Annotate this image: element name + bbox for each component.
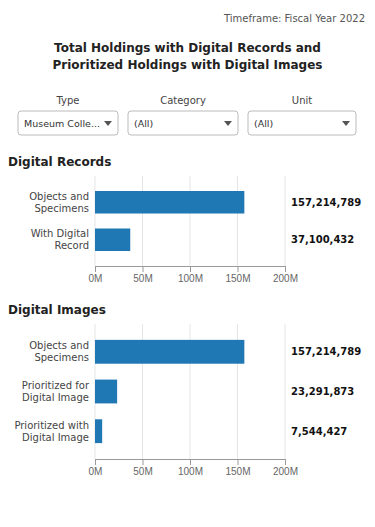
tick: 100M (178, 459, 203, 477)
title-line: Prioritized Holdings with Digital Images (53, 58, 323, 72)
section-title: Digital Records (8, 155, 111, 169)
category-label: Objects andSpecimens (29, 191, 89, 214)
tick-mark (95, 459, 96, 465)
bars (95, 191, 244, 251)
tick: 50M (133, 266, 152, 284)
bar (95, 380, 117, 404)
tick-mark (143, 459, 144, 465)
filter[interactable]: Category (All) (128, 95, 238, 135)
bar (95, 419, 102, 443)
tick-label: 150M (225, 466, 250, 477)
filter-label: Category (160, 95, 206, 106)
x-axis: 0M 50M 100M 150M 200M (89, 459, 298, 477)
dashboard: Timeframe: Fiscal Year 2022 Total Holding… (0, 0, 375, 527)
category-label: Objects andSpecimens (29, 340, 89, 363)
data-label: 157,214,789 (291, 346, 361, 357)
grid (95, 324, 285, 459)
category-label: Prioritized withDigital Image (14, 420, 89, 443)
filter-value: Museum Colle... (24, 118, 100, 129)
tick-label: 0M (89, 466, 103, 477)
x-axis: 0M 50M 100M 150M 200M (89, 266, 298, 284)
bar (95, 340, 244, 364)
tick: 50M (133, 459, 152, 477)
grid-line (285, 176, 286, 266)
tick-label: 0M (89, 273, 103, 284)
tick-mark (190, 459, 191, 465)
grid-line (190, 176, 191, 266)
tick-mark (285, 266, 286, 272)
tick-mark (143, 266, 144, 272)
data-label: 37,100,432 (291, 234, 354, 245)
filter-value: (All) (134, 118, 153, 129)
tick: 0M (89, 266, 103, 284)
grid-line (237, 176, 238, 266)
tick: 150M (225, 459, 250, 477)
tick-mark (238, 459, 239, 465)
title-line: Total Holdings with Digital Records and (54, 41, 321, 55)
filter-box[interactable] (128, 111, 238, 135)
tick-mark (190, 266, 191, 272)
section-title: Digital Images (8, 303, 106, 317)
tick-label: 50M (133, 466, 152, 477)
category-label: Prioritized forDigital Image (22, 380, 90, 403)
filter-box[interactable] (18, 111, 118, 135)
bar (95, 191, 244, 214)
tick: 0M (89, 459, 103, 477)
dropdown-arrow[interactable] (224, 121, 232, 126)
dropdown-arrow[interactable] (104, 121, 112, 126)
dropdown-arrow[interactable] (342, 121, 350, 126)
tick: 150M (225, 266, 250, 284)
filter-label: Type (56, 95, 80, 106)
tick-mark (238, 266, 239, 272)
title: Total Holdings with Digital Records and P… (53, 41, 323, 72)
grid (95, 176, 285, 266)
axis-line (96, 267, 286, 273)
filter-label: Unit (292, 95, 312, 106)
tick-mark (285, 459, 286, 465)
tick: 200M (273, 459, 298, 477)
bar (95, 229, 130, 252)
grid-line (285, 324, 286, 459)
bar-chart: Digital Images 0M 50M 100M 150M 200M Objects a… (8, 303, 361, 477)
category-label: With DigitalRecord (31, 228, 89, 251)
timeframe: Timeframe: Fiscal Year 2022 (223, 13, 365, 24)
data-label: 23,291,873 (291, 386, 354, 397)
tick: 200M (273, 266, 298, 284)
bars (95, 340, 244, 443)
tick: 100M (178, 266, 203, 284)
data-label: 7,544,427 (291, 426, 347, 437)
filter-value: (All) (254, 118, 273, 129)
grid-line (142, 176, 143, 266)
filter-box[interactable] (248, 111, 356, 135)
tick-label: 200M (273, 466, 298, 477)
tick-mark (95, 266, 96, 272)
tick-label: 50M (133, 273, 152, 284)
grid-line (95, 176, 96, 266)
tick-label: 100M (178, 466, 203, 477)
axis-line (96, 460, 286, 466)
filter[interactable]: Type Museum Colle... (18, 95, 118, 135)
filter[interactable]: Unit (All) (248, 95, 356, 135)
tick-label: 150M (225, 273, 250, 284)
tick-label: 200M (273, 273, 298, 284)
bar-chart: Digital Records 0M 50M 100M 150M 200M Objects … (8, 155, 361, 284)
data-label: 157,214,789 (291, 197, 361, 208)
tick-label: 100M (178, 273, 203, 284)
